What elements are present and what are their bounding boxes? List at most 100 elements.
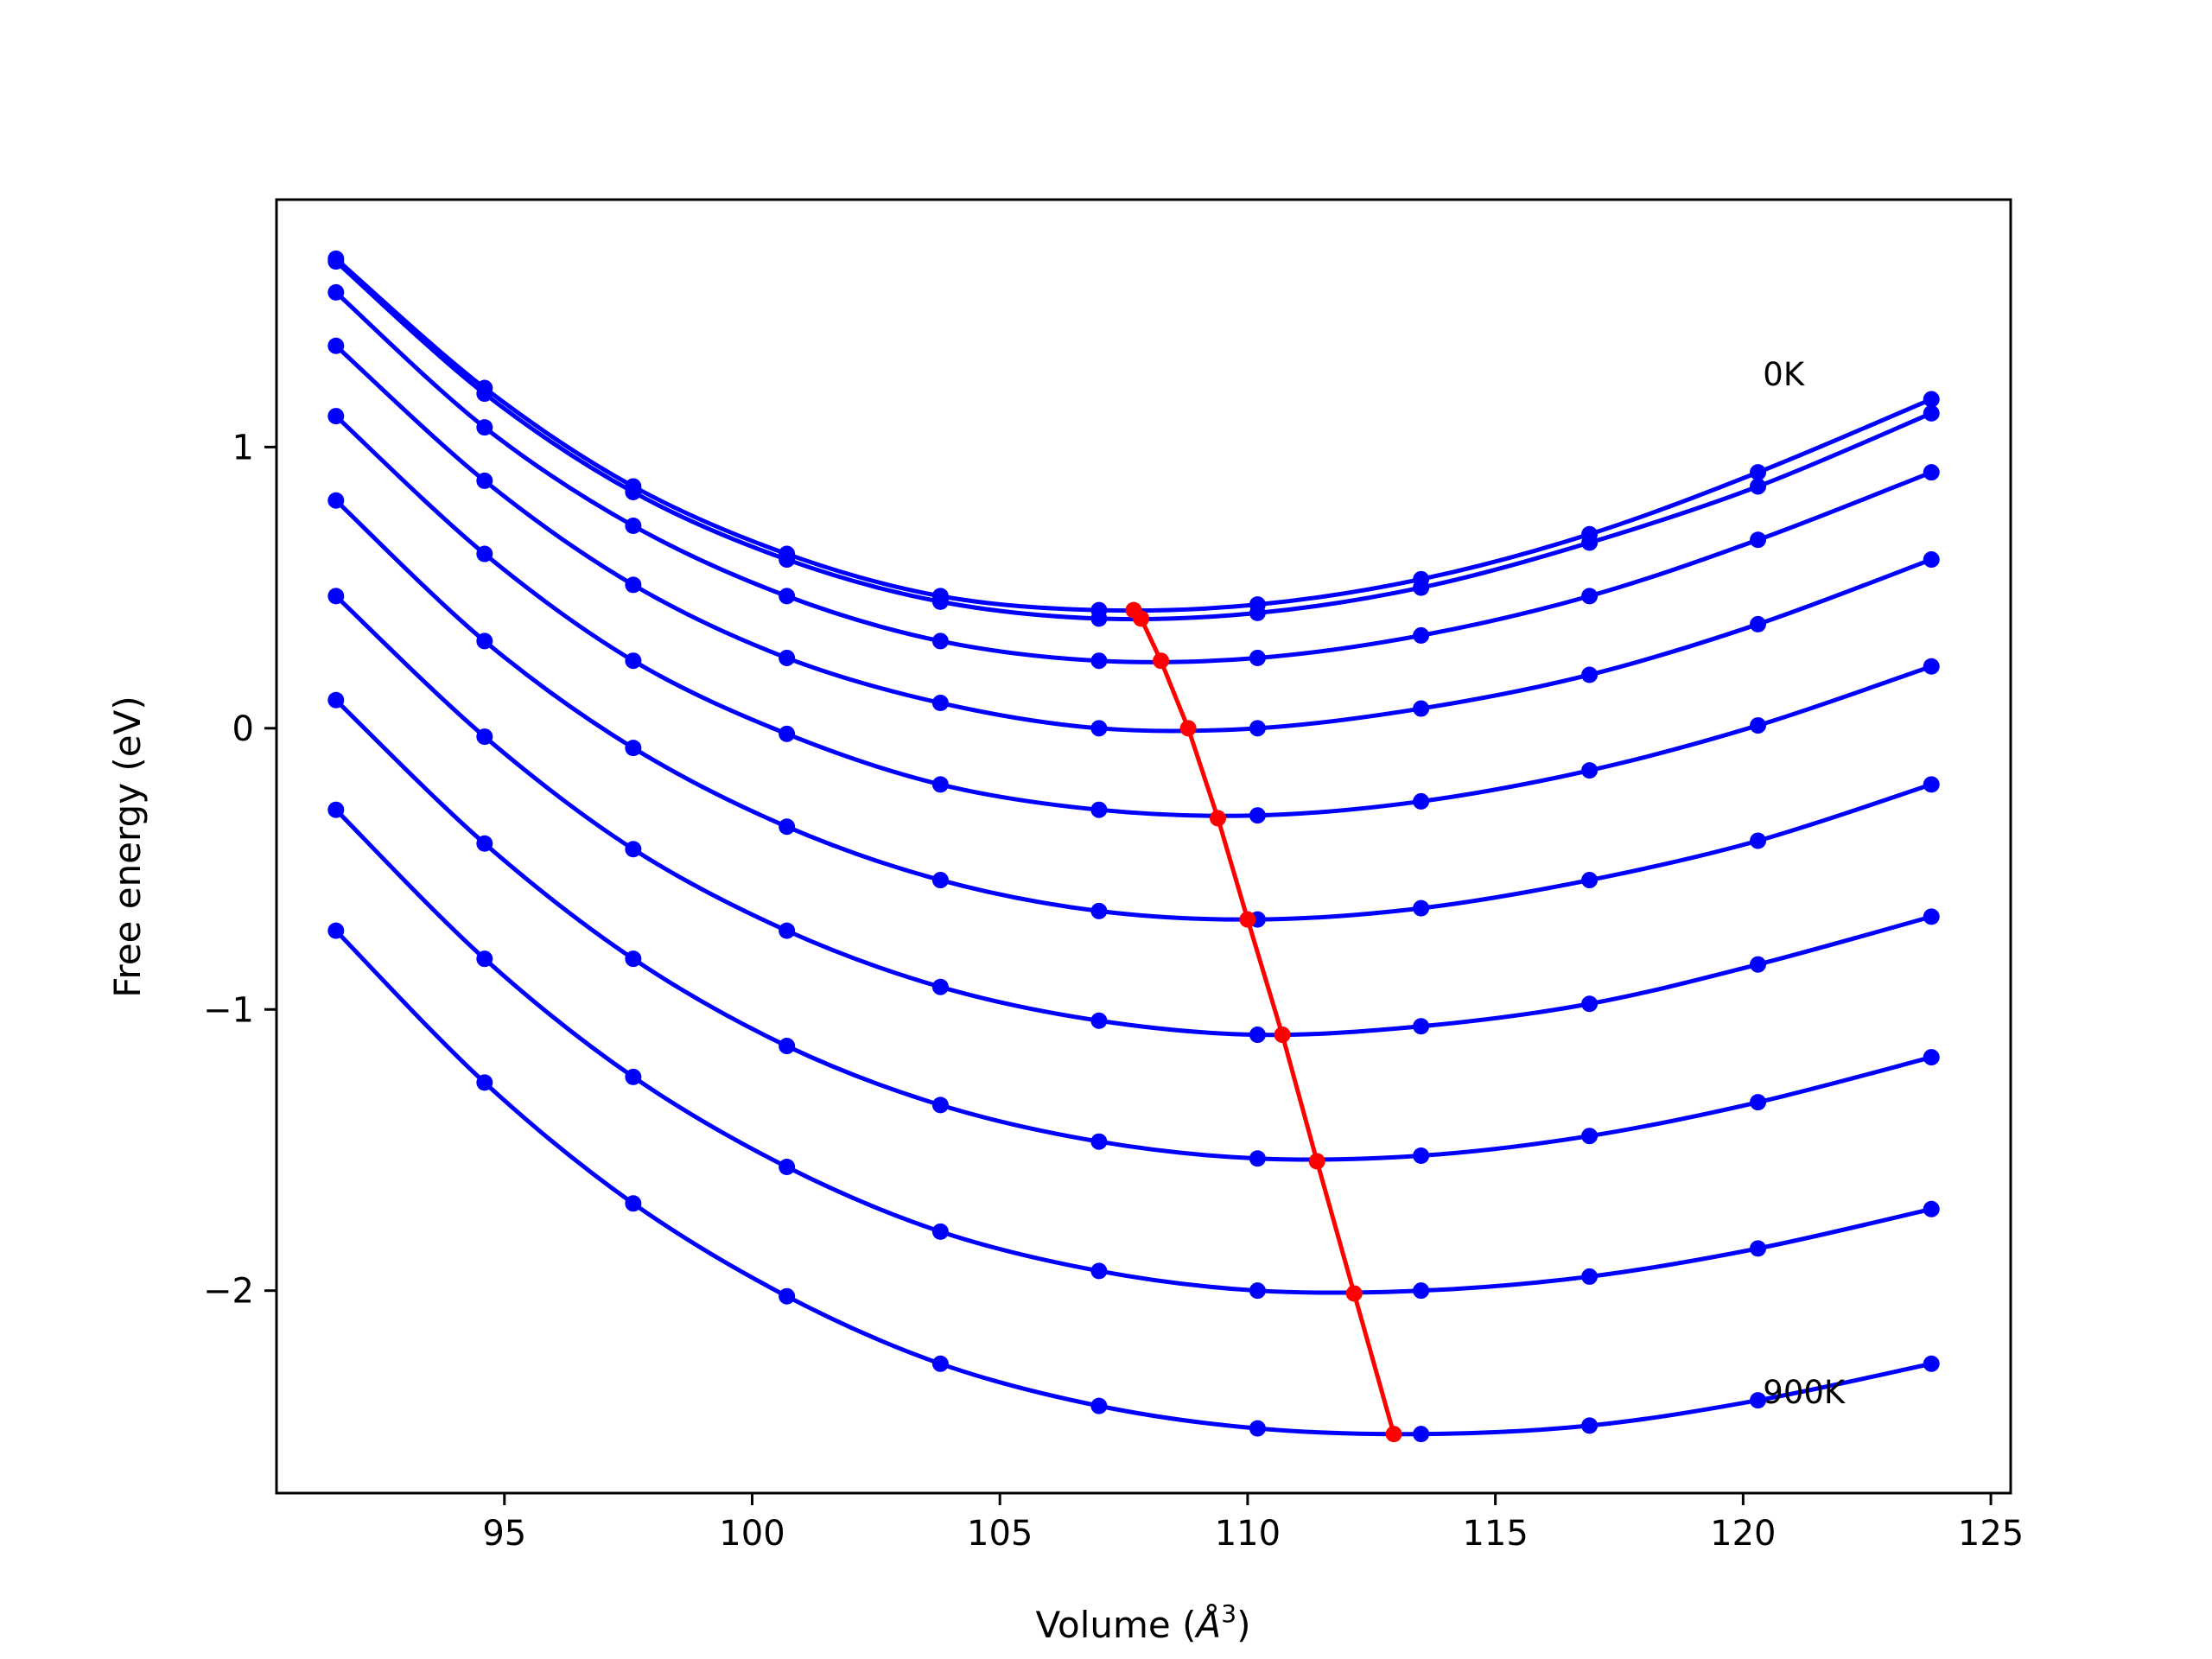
series-1-point-0: [327, 253, 345, 270]
series-5-point-1: [476, 632, 493, 650]
series-7-point-8: [1581, 1128, 1599, 1145]
series-1-point-6: [1249, 604, 1266, 621]
minimum-point-7: [1308, 1153, 1325, 1170]
series-2-point-6: [1249, 649, 1266, 666]
series-1-point-7: [1413, 579, 1430, 596]
series-0-point-10: [1923, 391, 1940, 408]
series-3-point-4: [931, 695, 949, 712]
series-6-point-4: [931, 978, 949, 995]
series-9-point-9: [1750, 1392, 1767, 1409]
series-3-point-2: [625, 576, 642, 594]
series-1-point-4: [931, 593, 949, 610]
y-tick-label: −2: [203, 1272, 254, 1312]
series-4-point-5: [1090, 801, 1108, 818]
series-8-point-10: [1923, 1200, 1940, 1217]
x-tick-label: 115: [1462, 1514, 1528, 1554]
series-3-point-10: [1923, 551, 1940, 569]
x-tick-label: 120: [1710, 1514, 1776, 1554]
series-8-point-0: [327, 801, 345, 818]
series-8-point-7: [1413, 1282, 1430, 1300]
series-6-point-7: [1413, 1018, 1430, 1035]
series-2-point-10: [1923, 464, 1940, 481]
series-3: [327, 337, 1940, 737]
series-6-point-3: [779, 922, 796, 939]
series-1-point-2: [625, 483, 642, 500]
series-7-point-1: [476, 835, 493, 852]
series-2: [327, 283, 1940, 670]
series-1-point-5: [1090, 610, 1108, 627]
series-5-point-5: [1090, 902, 1108, 919]
series-9-point-4: [931, 1355, 949, 1372]
plot-frame: [275, 198, 2012, 1495]
series-8-point-3: [779, 1158, 796, 1175]
minimum-point-6: [1274, 1027, 1291, 1044]
series-5-point-7: [1413, 899, 1430, 917]
series-5-point-3: [779, 818, 796, 836]
series-5-point-0: [327, 492, 345, 509]
x-axis-ticks: 95 100 105 110 115 120 125: [482, 1493, 2024, 1554]
series-7-point-7: [1413, 1147, 1430, 1164]
series-line-9: [334, 929, 1932, 1437]
series-6-point-6: [1249, 1027, 1266, 1044]
series-9-point-3: [779, 1287, 796, 1305]
series-5-point-2: [625, 740, 642, 757]
series-8-point-2: [625, 1068, 642, 1085]
series-2-point-8: [1581, 588, 1599, 605]
series-line-0: [334, 257, 1933, 613]
series-4-point-6: [1249, 807, 1266, 824]
x-axis-label: Volume (Å3): [1036, 1599, 1251, 1646]
series-3-point-5: [1090, 720, 1108, 737]
series-1-point-9: [1750, 478, 1767, 495]
series-9-point-6: [1249, 1420, 1266, 1437]
series-9: [327, 922, 1940, 1443]
x-tick-label: 110: [1215, 1514, 1281, 1554]
series-7-point-10: [1923, 1049, 1940, 1066]
series-8-point-6: [1249, 1282, 1266, 1300]
minimum-point-1: [1133, 610, 1150, 627]
series-4-point-3: [779, 725, 796, 742]
y-tick-label: 0: [232, 709, 254, 749]
series-6-point-8: [1581, 995, 1599, 1013]
series-5-point-4: [931, 872, 949, 889]
series-1-point-8: [1581, 534, 1599, 551]
minimum-point-4: [1210, 810, 1227, 827]
annotation-0k: 0K: [1763, 356, 1806, 393]
series-8: [327, 801, 1940, 1300]
series-2-point-3: [779, 588, 796, 605]
series-3-point-0: [327, 337, 345, 354]
series-9-point-7: [1413, 1426, 1430, 1443]
series-5: [327, 492, 1940, 928]
x-tick-label: 105: [967, 1514, 1033, 1554]
series-9-point-0: [327, 922, 345, 939]
series-line-7: [334, 698, 1932, 1162]
y-axis-ticks: −2 −1 0 1: [203, 428, 276, 1312]
minimum-point-3: [1179, 720, 1197, 737]
series-4-point-4: [931, 776, 949, 793]
y-tick-label: 1: [232, 428, 254, 467]
y-axis-label: Free energy (eV): [106, 696, 149, 998]
series-2-point-0: [327, 283, 345, 301]
series-9-point-1: [476, 1074, 493, 1091]
minima-layer: [1125, 601, 1402, 1443]
x-tick-label: 125: [1958, 1514, 2024, 1554]
series-3-point-6: [1249, 720, 1266, 737]
series-1-point-3: [779, 551, 796, 569]
series-3-point-1: [476, 472, 493, 489]
series-6-point-9: [1750, 956, 1767, 973]
series-7-point-9: [1750, 1094, 1767, 1111]
series-3-point-3: [779, 649, 796, 666]
x-tick-label: 100: [719, 1514, 785, 1554]
series-line-8: [334, 808, 1932, 1295]
series-6-point-2: [625, 841, 642, 858]
series-6-point-10: [1923, 908, 1940, 925]
series-layer: [327, 250, 1940, 1443]
minimum-point-8: [1345, 1285, 1363, 1302]
series-6: [327, 588, 1940, 1044]
series-line-1: [334, 259, 1933, 622]
series-3-point-8: [1581, 666, 1599, 683]
series-8-point-8: [1581, 1268, 1599, 1285]
series-8-point-9: [1750, 1240, 1767, 1257]
series-7: [327, 691, 1940, 1167]
series-7-point-4: [931, 1096, 949, 1114]
